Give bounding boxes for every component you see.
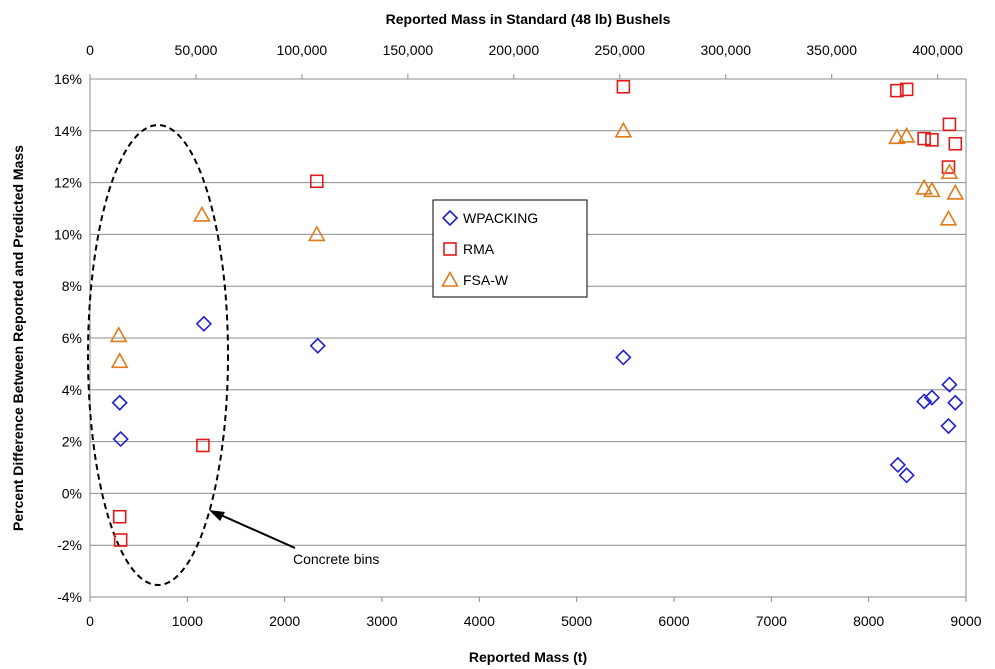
x-top-tick-label: 400,000 — [912, 42, 963, 58]
y-tick-label: 8% — [62, 278, 82, 294]
y-tick-label: 10% — [54, 226, 82, 242]
x-top-tick-label: 150,000 — [383, 42, 434, 58]
x-top-tick-label: 100,000 — [277, 42, 328, 58]
x-top-tick-label: 300,000 — [700, 42, 751, 58]
y-tick-label: 16% — [54, 71, 82, 87]
diamond-marker — [923, 389, 941, 406]
x-bottom-tick-label: 8000 — [853, 613, 884, 629]
x-top-tick-label: 50,000 — [175, 42, 218, 58]
diamond-marker — [940, 417, 957, 435]
x-bottom-tick-label: 6000 — [658, 613, 689, 629]
square-marker — [309, 174, 324, 189]
triangle-marker — [109, 326, 128, 343]
x-bottom-tick-label: 3000 — [366, 613, 397, 629]
x-bottom-tick-label: 9000 — [950, 613, 981, 629]
concrete-bins-label: Concrete bins — [293, 551, 379, 567]
legend-items: WPACKING RMA FSA-W — [441, 209, 538, 288]
x-bottom-axis-title: Reported Mass (t) — [469, 649, 587, 665]
y-tick-labels: -4% -2% 0% 2% 4% 6% 8% 10% 12% 14% 16% — [54, 71, 82, 605]
legend-label: WPACKING — [463, 210, 538, 226]
square-marker — [899, 82, 914, 97]
triangle-marker — [940, 163, 959, 180]
diamond-marker — [309, 337, 326, 354]
data-points — [109, 79, 965, 547]
triangle-marker — [307, 225, 326, 242]
triangle-marker — [946, 183, 965, 200]
x-bottom-tick-label: 1000 — [172, 613, 203, 629]
diamond-marker — [941, 376, 958, 393]
legend-label: RMA — [463, 241, 495, 257]
square-marker — [941, 160, 956, 174]
concrete-bins-arrow-head — [209, 510, 225, 521]
triangle-marker — [939, 209, 958, 226]
triangle-marker — [110, 352, 129, 369]
series-rma — [112, 79, 963, 547]
y-tick-label: 6% — [62, 330, 82, 346]
diamond-marker — [947, 394, 964, 411]
square-marker — [113, 533, 128, 547]
legend-triangle-marker — [441, 270, 459, 287]
y-tick-label: -2% — [57, 537, 82, 553]
x-bottom-tick-label: 2000 — [269, 613, 300, 629]
x-top-tick-label: 250,000 — [594, 42, 645, 58]
y-tick-label: 12% — [54, 175, 82, 191]
x-top-tick-label: 350,000 — [806, 42, 857, 58]
square-marker — [616, 79, 631, 94]
triangle-marker — [888, 128, 906, 145]
square-marker — [925, 133, 939, 147]
x-bottom-tick-labels: 0 1000 2000 3000 4000 5000 6000 7000 8000 9000 — [86, 613, 982, 629]
y-tick-label: 14% — [54, 123, 82, 139]
diamond-marker — [111, 394, 128, 411]
diamond-marker — [195, 315, 213, 332]
diamond-marker — [898, 467, 915, 484]
legend-box — [432, 199, 588, 298]
y-axis-title: Percent Difference Between Reported and … — [10, 145, 26, 531]
triangle-marker — [897, 126, 916, 143]
square-marker — [917, 131, 931, 146]
triangle-marker — [614, 121, 633, 138]
square-marker — [890, 83, 904, 98]
series-fsa-w — [109, 121, 965, 369]
concrete-bins-annotation: Concrete bins — [87, 124, 379, 586]
diamond-marker — [112, 430, 129, 448]
triangle-marker — [915, 178, 934, 195]
series-wpacking — [111, 315, 964, 484]
y-tick-label: -4% — [57, 589, 82, 605]
legend-label: FSA-W — [463, 272, 509, 288]
square-marker — [948, 136, 963, 151]
diamond-marker — [889, 456, 906, 474]
grid-lines — [90, 78, 966, 598]
x-bottom-tick-label: 5000 — [561, 613, 592, 629]
concrete-bins-ellipse — [87, 124, 229, 586]
triangle-marker — [923, 181, 941, 198]
triangle-marker — [193, 205, 211, 222]
x-top-tick-labels: 0 50,000 100,000 150,000 200,000 250,000 300,0… — [86, 42, 963, 58]
x-top-tick-label: 200,000 — [489, 42, 540, 58]
square-marker — [196, 438, 210, 453]
concrete-bins-arrow-line — [213, 511, 296, 549]
legend-diamond-marker — [441, 209, 459, 227]
x-top-tick-label: 0 — [86, 42, 94, 58]
square-marker — [112, 509, 127, 524]
legend: WPACKING RMA FSA-W — [432, 199, 588, 298]
legend-square-marker — [443, 242, 457, 256]
diamond-marker — [615, 349, 632, 366]
x-bottom-tick-label: 4000 — [464, 613, 495, 629]
y-tick-label: 2% — [62, 434, 82, 450]
square-marker — [942, 117, 957, 132]
x-top-axis-title: Reported Mass in Standard (48 lb) Bushel… — [386, 11, 671, 27]
y-tick-label: 4% — [62, 382, 82, 398]
y-tick-label: 0% — [62, 485, 82, 501]
x-bottom-tick-label: 0 — [86, 613, 94, 629]
x-bottom-tick-label: 7000 — [756, 613, 787, 629]
diamond-marker — [916, 393, 933, 410]
axes — [89, 74, 967, 602]
